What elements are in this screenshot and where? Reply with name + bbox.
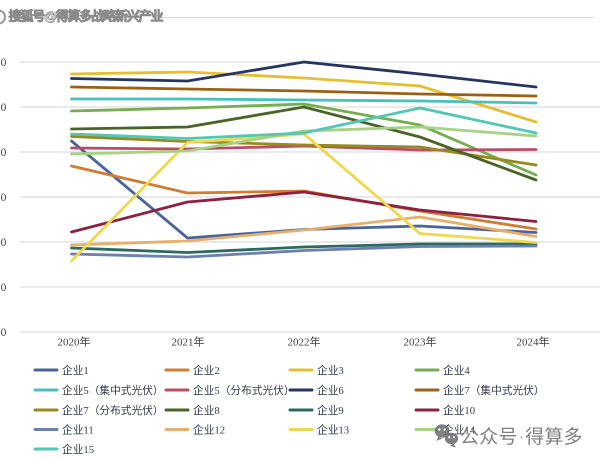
svg-text:企业5（分布式光伏）: 企业5（分布式光伏） <box>193 384 295 397</box>
svg-text:企业13: 企业13 <box>317 424 349 437</box>
svg-text:2023年: 2023年 <box>404 335 437 349</box>
svg-text:公众号·得算多: 公众号 ·得算多 <box>460 426 583 448</box>
svg-text:企业3: 企业3 <box>317 364 344 377</box>
svg-text:搜狐号@得算多战略新兴产业: 搜狐号@得算多战略新兴产业 <box>9 9 164 24</box>
svg-text:0: 0 <box>1 192 7 204</box>
svg-text:搜狐号@得算多战略新兴产业: 搜狐号@得算多战略新兴产业 <box>8 8 163 23</box>
svg-text:企业1: 企业1 <box>62 364 89 377</box>
svg-text:企业4: 企业4 <box>443 364 470 377</box>
svg-text:企业10: 企业10 <box>443 404 475 417</box>
svg-text:0: 0 <box>1 57 7 69</box>
svg-text:0: 0 <box>1 327 7 339</box>
svg-text:企业11: 企业11 <box>62 424 94 437</box>
svg-text:企业2: 企业2 <box>193 364 220 377</box>
svg-text:2022年: 2022年 <box>288 335 321 349</box>
svg-text:2024年: 2024年 <box>517 335 550 349</box>
svg-text:企业7（分布式光伏）: 企业7（分布式光伏） <box>62 404 164 417</box>
svg-text:2021年: 2021年 <box>172 335 205 349</box>
svg-text:0: 0 <box>1 237 7 249</box>
svg-text:企业9: 企业9 <box>317 404 344 417</box>
svg-text:0: 0 <box>1 282 7 294</box>
svg-text:2020年: 2020年 <box>58 335 91 349</box>
svg-text:企业12: 企业12 <box>193 424 225 437</box>
svg-text:0: 0 <box>1 147 7 159</box>
svg-text:企业15: 企业15 <box>62 443 94 456</box>
svg-text:企业5（集中式光伏）: 企业5（集中式光伏） <box>62 384 164 397</box>
svg-text:企业6: 企业6 <box>317 384 344 397</box>
svg-text:企业8: 企业8 <box>193 404 220 417</box>
svg-text:0: 0 <box>1 102 7 114</box>
svg-text:企业7（集中式光伏）: 企业7（集中式光伏） <box>443 384 545 397</box>
